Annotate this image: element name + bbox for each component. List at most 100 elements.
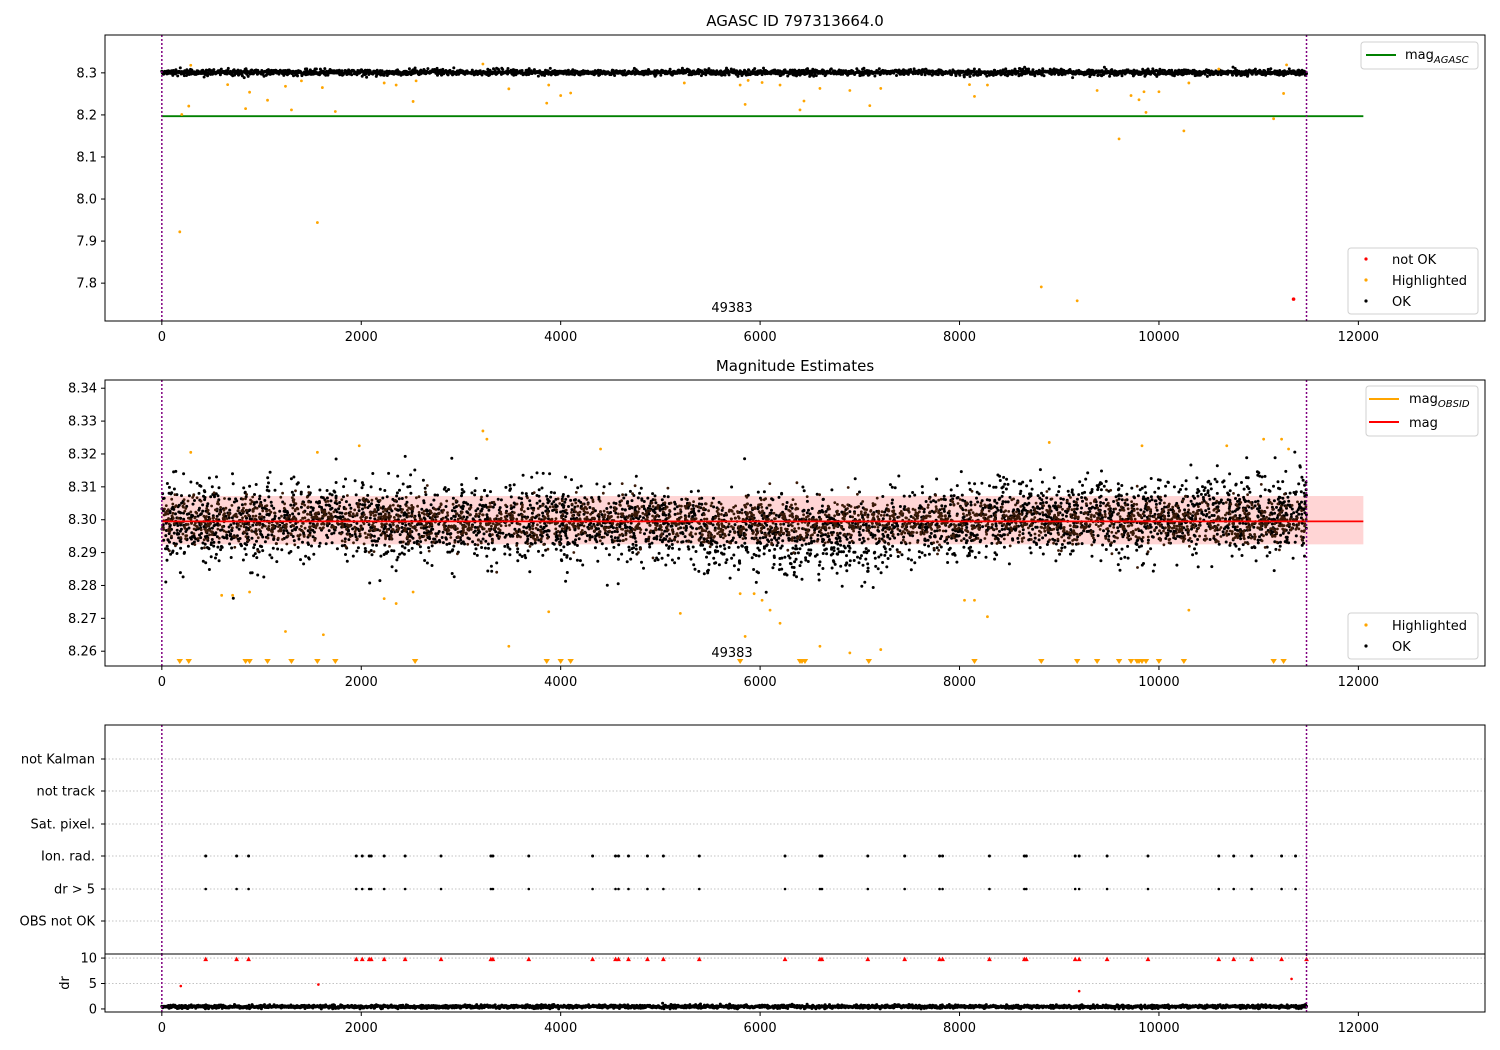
- magnitude-ok-point: [830, 541, 834, 545]
- magnitude-ok-point: [1080, 542, 1084, 546]
- agasc-ok-point: [727, 73, 731, 77]
- agasc-ok-point: [532, 68, 536, 72]
- magnitude-ok-point: [1149, 547, 1153, 551]
- magnitude-ok-point: [1045, 501, 1048, 504]
- magnitude-ok-point: [1142, 562, 1145, 565]
- magnitude-ok-point: [839, 564, 843, 568]
- magnitude-ok-point: [187, 526, 191, 530]
- magnitude-ok-point: [671, 546, 674, 550]
- magnitude-ok-point: [864, 557, 868, 561]
- magnitude-ok-point: [780, 491, 784, 495]
- magnitude-ok-point: [520, 491, 524, 495]
- agasc-ok-point: [407, 67, 411, 71]
- magnitude-ok-point: [201, 503, 205, 507]
- magnitude-ok-point: [620, 552, 624, 556]
- agasc-ok-point: [962, 75, 966, 79]
- agasc-ok-point: [1042, 74, 1046, 78]
- magnitude-ok-point: [480, 546, 484, 549]
- magnitude-ok-point: [559, 548, 563, 552]
- agasc-ok-point: [1205, 74, 1209, 78]
- magnitude-ok-point: [777, 515, 781, 519]
- magnitude-ok-point: [535, 494, 539, 497]
- magnitude-ok-point: [174, 469, 178, 473]
- magnitude-ok-point: [1215, 491, 1219, 495]
- magnitude-ok-point: [289, 503, 293, 507]
- agasc-ok-point: [1071, 76, 1075, 80]
- magnitude-ok-point: [395, 494, 399, 498]
- magnitude-ok-point: [1163, 505, 1167, 509]
- magnitude-ok-point: [1228, 489, 1232, 493]
- magnitude-ok-point: [1301, 478, 1305, 482]
- magnitude-ok-point: [1224, 540, 1228, 544]
- magnitude-ok-point: [697, 569, 701, 573]
- magnitude-ok-point: [470, 491, 474, 495]
- magnitude-ok-point: [258, 544, 262, 548]
- magnitude-ok-point: [1227, 493, 1231, 497]
- magnitude-ok-point: [1244, 509, 1248, 513]
- agasc-highlighted-point: [868, 104, 872, 108]
- magnitude-ok-point: [673, 561, 677, 565]
- agasc-ok-point: [1056, 68, 1060, 72]
- magnitude-ok-point: [475, 553, 479, 557]
- agasc-ok-point: [736, 74, 740, 78]
- magnitude-ok-point: [1073, 503, 1076, 507]
- magnitude-ok-point: [290, 490, 294, 494]
- magnitude-ok-point: [410, 546, 414, 550]
- magnitude-ok-point: [197, 508, 201, 512]
- magnitude-ok-point: [995, 501, 999, 505]
- magnitude-ok-point: [902, 494, 906, 498]
- magnitude-ok-point: [1031, 527, 1035, 531]
- magnitude-ok-point: [400, 544, 404, 548]
- magnitude-ok-point: [297, 537, 301, 541]
- agasc-ok-point: [204, 68, 208, 72]
- magnitude-ok-point: [758, 536, 762, 540]
- magnitude-ok-point: [1164, 537, 1168, 540]
- magnitude-ok-point: [960, 530, 964, 534]
- magnitude-ok-point: [935, 477, 939, 481]
- agasc-ok-point: [492, 67, 495, 71]
- agasc-line-legend: magAGASC: [1360, 41, 1479, 70]
- magnitude-ok-point: [1146, 496, 1150, 500]
- magnitude-ok-point: [378, 487, 382, 491]
- magnitude-ok-point: [1196, 538, 1200, 541]
- magnitude-ok-point: [517, 513, 521, 517]
- magnitude-ok-point: [959, 470, 963, 474]
- magnitude-ok-point: [1172, 529, 1176, 533]
- agasc-point-legend: not OK Highlighted OK: [1347, 247, 1479, 315]
- agasc-highlighted-point: [226, 83, 230, 87]
- magnitude-ok-point: [808, 512, 812, 516]
- magnitude-ok-point: [179, 540, 183, 544]
- agasc-ok-point: [985, 74, 989, 78]
- magnitude-ok-point: [929, 531, 933, 535]
- magnitude-ok-point: [1191, 553, 1195, 557]
- magnitude-ok-point: [642, 566, 645, 570]
- magnitude-ok-point: [507, 532, 511, 536]
- magnitude-ok-point: [1107, 534, 1111, 538]
- magnitude-ok-point: [805, 499, 809, 503]
- agasc-plot-area: [160, 35, 1364, 321]
- magnitude-ok-point: [889, 554, 893, 558]
- magnitude-ok-point: [484, 539, 488, 543]
- magnitude-ok-point: [191, 502, 195, 506]
- magnitude-ok-point: [1045, 496, 1049, 500]
- magnitude-ok-point: [764, 590, 768, 594]
- magnitude-ok-point: [1193, 547, 1196, 551]
- magnitude-ok-point: [1016, 536, 1020, 540]
- agasc-ok-point: [446, 73, 450, 77]
- agasc-ok-point: [968, 75, 972, 78]
- magnitude-ok-point: [634, 547, 638, 551]
- magnitude-ok-point: [1146, 538, 1150, 542]
- magnitude-ok-point: [785, 573, 789, 577]
- magnitude-ok-point: [272, 506, 276, 510]
- magnitude-ok-point: [1215, 480, 1219, 484]
- magnitude-ok-point: [973, 482, 977, 486]
- magnitude-ok-point: [772, 554, 776, 558]
- magnitude-ok-point: [1153, 512, 1157, 516]
- magnitude-ok-point: [310, 544, 313, 548]
- magnitude-ok-point: [579, 484, 583, 488]
- magnitude-ok-point: [1233, 542, 1237, 546]
- magnitude-ok-point: [891, 505, 895, 509]
- magnitude-ok-point: [890, 523, 894, 527]
- magnitude-ok-point: [605, 507, 609, 510]
- magnitude-ok-point: [210, 485, 214, 489]
